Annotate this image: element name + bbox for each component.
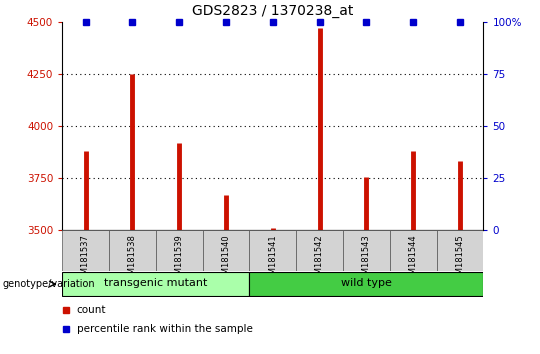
Bar xyxy=(296,230,343,271)
Text: transgenic mutant: transgenic mutant xyxy=(104,279,207,289)
Text: GSM181540: GSM181540 xyxy=(221,234,231,285)
Text: GSM181539: GSM181539 xyxy=(174,234,184,285)
Bar xyxy=(109,230,156,271)
Bar xyxy=(202,230,249,271)
Text: percentile rank within the sample: percentile rank within the sample xyxy=(77,324,253,334)
Text: GSM181545: GSM181545 xyxy=(455,234,464,285)
Bar xyxy=(390,230,436,271)
Text: genotype/variation: genotype/variation xyxy=(3,279,96,289)
Bar xyxy=(62,272,249,296)
Text: GSM181537: GSM181537 xyxy=(81,234,90,285)
Bar xyxy=(436,230,483,271)
Title: GDS2823 / 1370238_at: GDS2823 / 1370238_at xyxy=(192,4,353,18)
Bar xyxy=(62,230,109,271)
Text: wild type: wild type xyxy=(341,279,392,289)
Bar xyxy=(249,272,483,296)
Bar xyxy=(343,230,390,271)
Text: GSM181538: GSM181538 xyxy=(128,234,137,285)
Text: count: count xyxy=(77,304,106,315)
Bar xyxy=(249,230,296,271)
Text: GSM181543: GSM181543 xyxy=(362,234,371,285)
Text: GSM181542: GSM181542 xyxy=(315,234,324,285)
Text: GSM181544: GSM181544 xyxy=(409,234,417,285)
Text: GSM181541: GSM181541 xyxy=(268,234,277,285)
Bar xyxy=(156,230,202,271)
